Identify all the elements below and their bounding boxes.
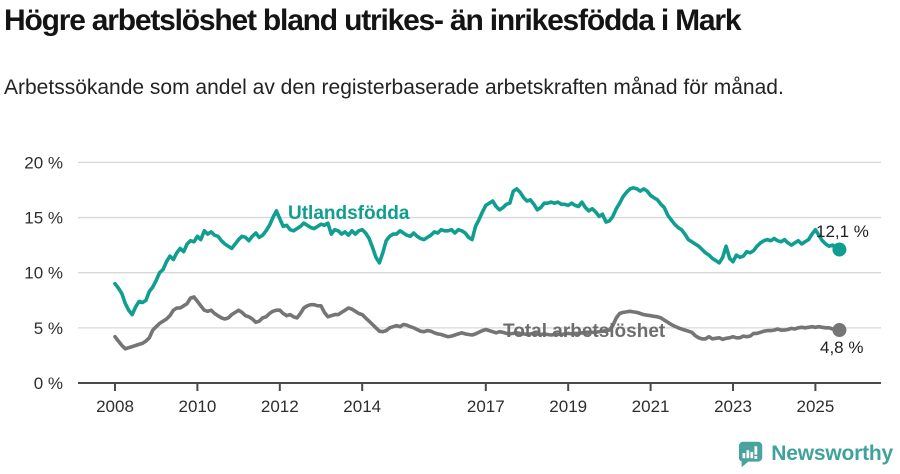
end-value-label: 12,1 % (816, 222, 869, 241)
y-axis-label: 10 % (24, 264, 63, 283)
page-title: Högre arbetslöshet bland utrikes- än inr… (4, 4, 742, 37)
series-line-total (113, 295, 842, 351)
x-tick-label: 2021 (632, 397, 670, 416)
x-tick-label: 2014 (343, 397, 381, 416)
brand-footer: Newsworthy (736, 440, 893, 468)
x-tick-label: 2019 (549, 397, 587, 416)
x-tick-label: 2023 (714, 397, 752, 416)
x-tick-label: 2010 (178, 397, 216, 416)
y-axis-label: 5 % (34, 319, 63, 338)
y-axis-label: 20 % (24, 153, 63, 172)
x-tick-label: 2017 (467, 397, 505, 416)
y-axis-label: 0 % (34, 374, 63, 393)
line-chart: 0 % 5 % 10 % 15 % 20 % 2008 2010 2012 2014 2017 20… (0, 145, 900, 445)
series-line-utlandsfodda (113, 185, 842, 317)
series-end-dot (832, 242, 847, 257)
x-tick-label: 2025 (796, 397, 834, 416)
series-label: Utlandsfödda (288, 203, 410, 224)
newsworthy-icon (736, 440, 764, 468)
line-chart-canvas: 0 % 5 % 10 % 15 % 20 % 2008 2010 2012 2014 2017 20… (24, 153, 881, 416)
x-tick-label: 2012 (261, 397, 299, 416)
x-tick-label: 2008 (96, 397, 134, 416)
series-end-dot (832, 323, 847, 338)
chart-subtitle: Arbetssökande som andel av den registerb… (4, 76, 784, 99)
series-label: Total arbetslöshet (503, 321, 666, 342)
y-axis-label: 15 % (24, 209, 63, 228)
brand-name: Newsworthy (771, 442, 893, 465)
end-value-label: 4,8 % (820, 338, 863, 357)
